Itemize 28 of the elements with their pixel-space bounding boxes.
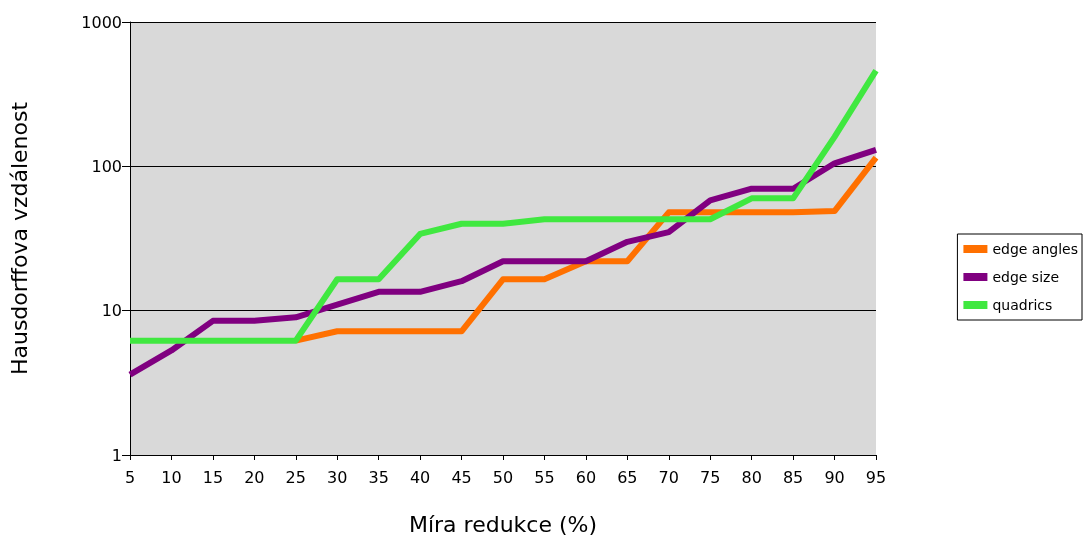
x-tick-label: 80 — [741, 467, 762, 487]
legend-label: edge size — [992, 269, 1060, 285]
x-tick-label: 70 — [658, 467, 679, 487]
y-tick-label: 10 — [101, 301, 122, 321]
x-tick-label: 65 — [617, 467, 638, 487]
x-tick-label: 60 — [575, 467, 597, 487]
x-tick-label: 90 — [824, 467, 845, 487]
x-tick-label: 30 — [327, 467, 348, 487]
x-tick-label: 20 — [244, 467, 265, 487]
x-tick-label: 35 — [368, 467, 389, 487]
x-tick-label: 75 — [700, 467, 721, 487]
y-tick-label: 1 — [111, 445, 122, 465]
legend-label: quadrics — [992, 297, 1053, 313]
x-tick-label: 10 — [161, 467, 182, 487]
x-tick-label: 25 — [285, 467, 306, 487]
x-tick-label: 50 — [492, 467, 514, 487]
y-axis-title: Hausdorffova vzdálenost — [6, 101, 32, 376]
x-tick-label: 45 — [451, 467, 472, 487]
x-axis-title: Míra redukce (%) — [408, 511, 598, 537]
legend-label: edge angles — [992, 241, 1079, 257]
x-tick-label: 85 — [782, 467, 804, 487]
x-tick-label: 5 — [124, 467, 136, 487]
x-tick-label: 40 — [409, 467, 431, 487]
x-tick-label: 15 — [202, 467, 224, 487]
y-tick-label: 1000 — [81, 12, 122, 32]
x-tick-label: 95 — [865, 467, 887, 487]
x-tick-label: 55 — [534, 467, 555, 487]
y-tick-label: 100 — [91, 156, 122, 176]
